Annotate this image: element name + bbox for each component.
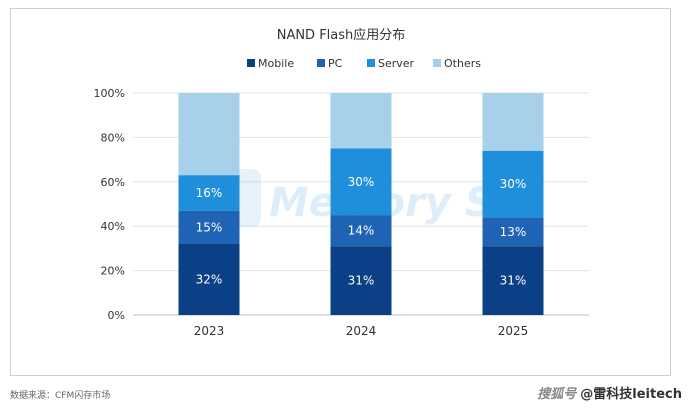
legend-swatch-mobile [247,59,255,67]
y-tick-label: 0% [108,309,125,322]
y-tick-label: 60% [101,176,125,189]
bar-pc-2023 [178,210,240,244]
x-tick-label: 2023 [194,324,225,338]
bar-server-2024 [330,148,392,216]
data-label-mobile-2024: 31% [348,274,375,288]
data-label-server-2023: 16% [196,186,223,200]
data-label-pc-2023: 15% [196,220,223,234]
data-label-mobile-2023: 32% [196,272,223,286]
chart-title: NAND Flash应用分布 [277,27,406,43]
bar-others-2025 [482,93,544,151]
data-label-server-2024: 30% [348,175,375,189]
bar-pc-2024 [330,215,392,247]
x-tick-label: 2024 [346,324,377,338]
source-note: 数据来源：CFM闪存市场 [10,391,111,401]
chart-frame: NAND Flash应用分布 Mobile PC Server Others 0% 20% 4… [10,8,671,376]
nand-flash-chart: NAND Flash应用分布 Mobile PC Server Others 0% 20% 4… [94,27,589,338]
data-label-pc-2025: 13% [500,225,527,239]
legend-label-others: Others [444,57,481,70]
y-tick-label: 100% [94,87,125,100]
credit-brand: 搜狐号 [537,387,577,402]
x-tick-label: 2025 [498,324,529,338]
bar-pc-2025 [482,217,544,247]
y-tick-label: 80% [101,131,125,144]
credit-handle: @雷科技leitech [580,387,682,402]
bar-mobile-2024 [330,246,392,315]
y-tick-label: 40% [101,220,125,233]
legend-swatch-pc [317,59,325,67]
bar-others-2023 [178,93,240,176]
legend-swatch-others [433,59,441,67]
data-label-server-2025: 30% [500,177,527,191]
data-label-pc-2024: 14% [348,224,375,238]
legend-label-mobile: Mobile [258,57,294,70]
legend-swatch-server [367,59,375,67]
data-label-mobile-2025: 31% [500,274,527,288]
legend-label-server: Server [378,57,415,70]
bar-server-2023 [178,175,240,211]
y-tick-label: 20% [101,265,125,278]
bar-mobile-2023 [178,243,240,315]
bar-others-2024 [330,93,392,149]
credit-watermark: 搜狐号 @雷科技leitech [537,383,682,402]
legend-label-pc: PC [328,57,343,70]
bar-server-2025 [482,150,544,218]
bar-mobile-2025 [482,246,544,315]
